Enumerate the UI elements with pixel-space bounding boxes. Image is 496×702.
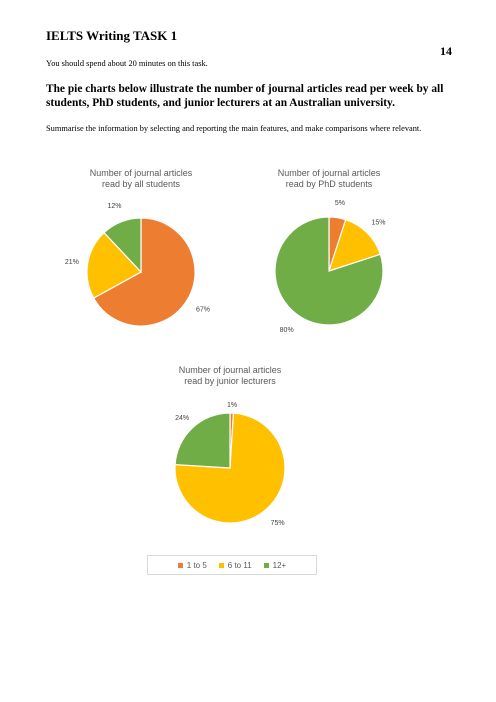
data-label-12-plus: 80% bbox=[280, 327, 294, 334]
legend-label-6-to-11: 6 to 11 bbox=[227, 560, 252, 570]
data-label-1-to-5: 67% bbox=[196, 307, 210, 314]
data-label-1-to-5: 5% bbox=[335, 200, 345, 207]
legend-swatch-6-to-11 bbox=[218, 562, 224, 568]
data-label-12-plus: 12% bbox=[107, 203, 121, 210]
instruction-text: You should spend about 20 minutes on thi… bbox=[46, 59, 208, 68]
task-heading: The pie charts below illustrate the numb… bbox=[46, 83, 444, 109]
legend-item-12-plus: 12+ bbox=[263, 560, 287, 570]
legend-swatch-12-plus bbox=[263, 562, 269, 568]
summary-instruction: Summarise the information by selecting a… bbox=[46, 124, 422, 133]
pie-slice-12-plus bbox=[274, 216, 384, 326]
chart-title-line: read by all students bbox=[102, 179, 181, 189]
chart-title-line: Number of journal articles bbox=[278, 168, 381, 178]
pie-slice-12-plus bbox=[174, 412, 231, 469]
chart-title-line: Number of journal articles bbox=[179, 365, 282, 375]
pie-slice-12-plus bbox=[103, 217, 142, 274]
pie-slice-1-to-5 bbox=[92, 217, 196, 327]
pie-slice-6-to-11 bbox=[86, 231, 142, 299]
data-label-1-to-5: 1% bbox=[227, 402, 237, 409]
chart-title-line: read by PhD students bbox=[286, 179, 373, 189]
data-label-6-to-11: 75% bbox=[271, 520, 285, 527]
chart-legend: 1 to 5 6 to 11 12+ bbox=[147, 555, 317, 575]
task-title: IELTS Writing TASK 1 bbox=[46, 28, 178, 43]
data-label-6-to-11: 21% bbox=[65, 259, 79, 266]
legend-label-1-to-5: 1 to 5 bbox=[186, 560, 207, 570]
page-number: 14 bbox=[440, 44, 452, 58]
chart-title-line: Number of journal articles bbox=[90, 168, 193, 178]
data-label-6-to-11: 15% bbox=[371, 220, 385, 227]
chart-title-line: read by junior lecturers bbox=[184, 376, 276, 386]
legend-item-6-to-11: 6 to 11 bbox=[218, 560, 252, 570]
data-label-12-plus: 24% bbox=[175, 415, 189, 422]
legend-item-1-to-5: 1 to 5 bbox=[177, 560, 207, 570]
legend-swatch-1-to-5 bbox=[177, 562, 183, 568]
legend-label-12-plus: 12+ bbox=[272, 560, 287, 570]
